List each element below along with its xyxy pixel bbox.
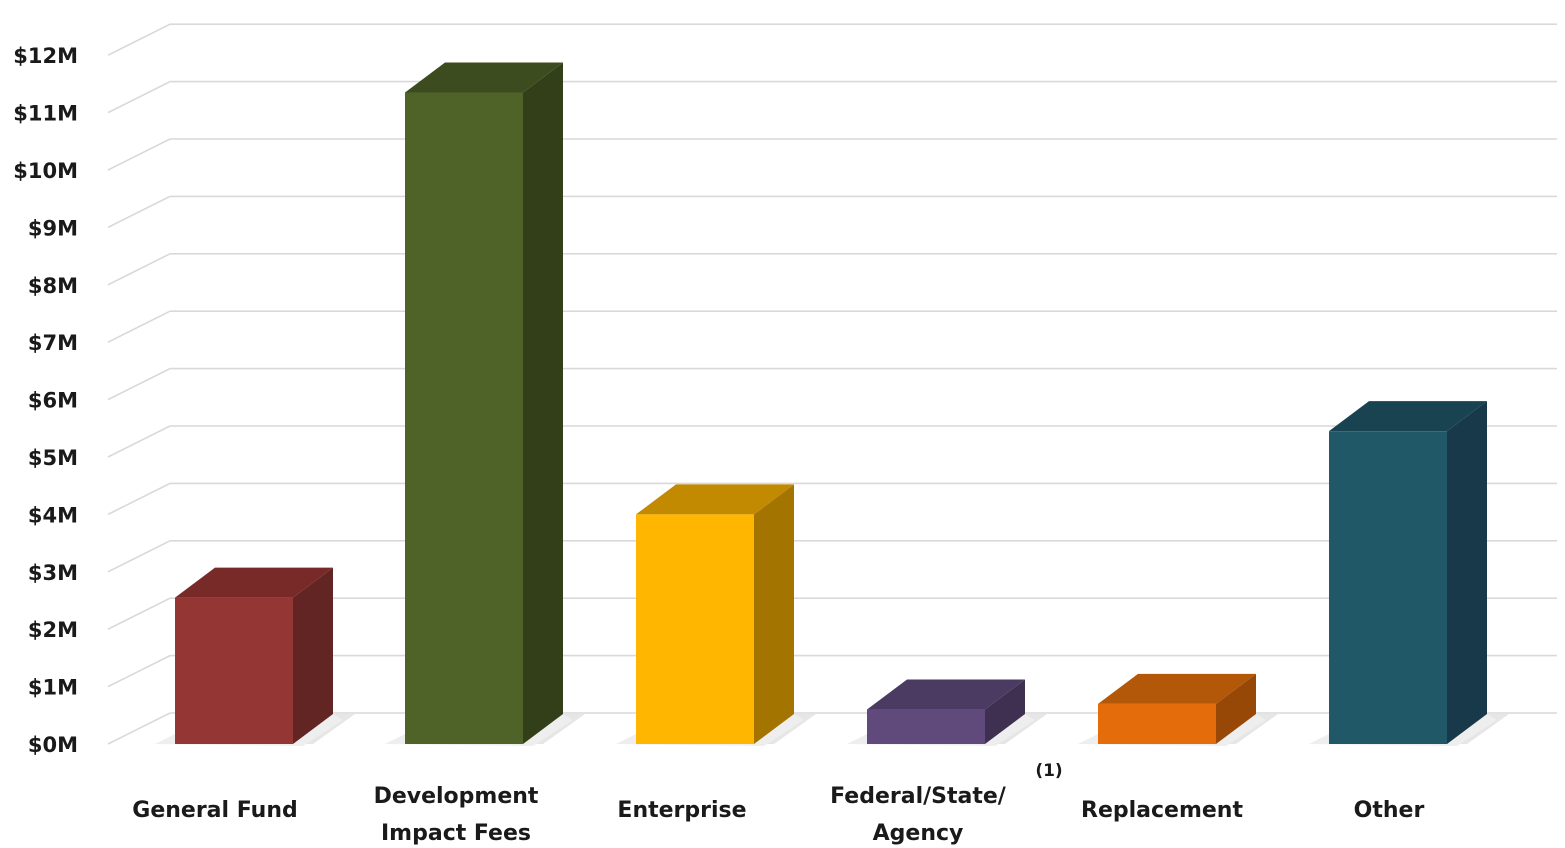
gridline bbox=[107, 310, 1557, 343]
y-tick-label: $3M bbox=[28, 561, 78, 585]
bar bbox=[867, 679, 1025, 744]
bar-front-face bbox=[1098, 703, 1216, 744]
category-label-line: Impact Fees bbox=[381, 821, 531, 846]
gridline bbox=[107, 195, 1557, 229]
y-tick-label: $2M bbox=[28, 618, 78, 642]
category-label-line: Other bbox=[1354, 798, 1425, 823]
category-label: Replacement bbox=[1081, 798, 1243, 823]
bar-side-face bbox=[293, 567, 333, 744]
y-tick-label: $1M bbox=[28, 676, 78, 700]
y-tick-label: $12M bbox=[13, 44, 78, 68]
grid-lines bbox=[107, 23, 1557, 745]
bar-front-face bbox=[636, 514, 754, 744]
gridline bbox=[107, 138, 1557, 171]
category-label-line: Enterprise bbox=[617, 798, 746, 823]
category-label: Enterprise bbox=[617, 798, 746, 823]
bar-side-face bbox=[754, 484, 794, 744]
category-label-line: Replacement bbox=[1081, 798, 1243, 823]
bar-top-face bbox=[1329, 401, 1487, 432]
bar-top-face bbox=[1098, 673, 1256, 704]
bar-front-face bbox=[175, 597, 293, 744]
y-tick-label: $11M bbox=[13, 102, 78, 126]
y-tick-label: $0M bbox=[28, 733, 78, 757]
y-tick-label: $9M bbox=[28, 216, 78, 240]
bars bbox=[175, 62, 1487, 744]
bar bbox=[175, 567, 333, 744]
gridline bbox=[107, 482, 1557, 516]
category-label: General Fund bbox=[132, 798, 297, 823]
y-axis-tick-labels: $0M $1M $2M $3M $4M $5M $6M $7M $8M $9M $10M $11M $1… bbox=[13, 44, 78, 757]
bar-side-face bbox=[523, 62, 563, 744]
bar-front-face bbox=[867, 709, 985, 744]
bar-top-face bbox=[405, 62, 563, 93]
y-tick-label: $5M bbox=[28, 446, 78, 470]
gridline bbox=[107, 712, 1557, 745]
gridline bbox=[107, 23, 1557, 56]
bar-side-face bbox=[1447, 401, 1487, 744]
gridline bbox=[107, 539, 1557, 573]
bar-top-face bbox=[636, 484, 794, 515]
bar-side-face bbox=[985, 679, 1025, 744]
category-label: Federal/State/Agency bbox=[830, 784, 1007, 846]
y-tick-label: $6M bbox=[28, 389, 78, 413]
category-label-line: Agency bbox=[873, 821, 964, 846]
bar bbox=[636, 484, 794, 744]
bar-side-face bbox=[1216, 673, 1256, 744]
bar bbox=[1098, 673, 1256, 744]
bar-front-face bbox=[1329, 431, 1447, 744]
y-tick-label: $8M bbox=[28, 274, 78, 298]
gridline bbox=[107, 425, 1557, 458]
bar-front-face bbox=[405, 92, 523, 744]
bar bbox=[405, 62, 563, 744]
bar bbox=[1329, 401, 1487, 744]
bar-top-face bbox=[867, 679, 1025, 710]
gridline bbox=[107, 80, 1557, 114]
bar-shadows bbox=[155, 714, 1509, 746]
gridline bbox=[107, 253, 1557, 286]
category-label-line: General Fund bbox=[132, 798, 297, 823]
x-axis-category-labels: General Fund Development Impact Fees Enterp… bbox=[132, 761, 1424, 846]
bar-top-face bbox=[175, 567, 333, 598]
category-label: Other bbox=[1354, 798, 1425, 823]
gridline bbox=[107, 654, 1557, 688]
y-tick-label: $7M bbox=[28, 331, 78, 355]
footnote-marker: (1) bbox=[1035, 761, 1062, 781]
y-tick-label: $4M bbox=[28, 503, 78, 527]
category-label-line: Development bbox=[374, 784, 539, 809]
gridline bbox=[107, 367, 1557, 401]
gridline bbox=[107, 597, 1557, 630]
category-label-line: Federal/State/ bbox=[830, 784, 1007, 809]
y-tick-label: $10M bbox=[13, 159, 78, 183]
category-label: Development Impact Fees bbox=[374, 784, 539, 846]
